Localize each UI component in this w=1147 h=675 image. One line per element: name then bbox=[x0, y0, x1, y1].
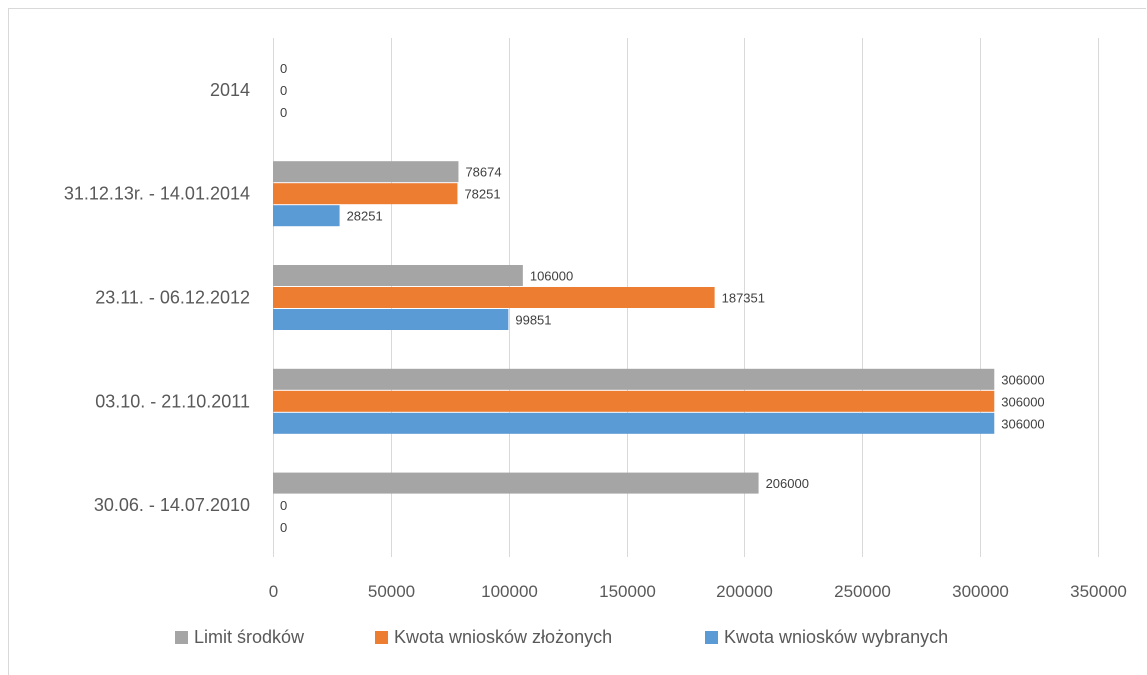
category-label: 03.10. - 21.10.2011 bbox=[95, 391, 250, 411]
data-label: 0 bbox=[280, 520, 287, 535]
legend-swatch bbox=[375, 631, 388, 644]
x-tick-label: 300000 bbox=[952, 582, 1009, 601]
x-tick-label: 200000 bbox=[716, 582, 773, 601]
data-label: 0 bbox=[280, 83, 287, 98]
data-label: 106000 bbox=[530, 269, 573, 284]
bar bbox=[273, 265, 523, 286]
data-label: 99851 bbox=[515, 313, 551, 328]
data-label: 78674 bbox=[465, 165, 501, 180]
legend-swatch bbox=[175, 631, 188, 644]
x-tick-label: 350000 bbox=[1070, 582, 1127, 601]
x-tick-label: 50000 bbox=[368, 582, 415, 601]
data-label: 306000 bbox=[1001, 372, 1044, 387]
category-label: 31.12.13r. - 14.01.2014 bbox=[64, 184, 250, 204]
bar bbox=[273, 368, 995, 390]
category-label: 23.11. - 06.12.2012 bbox=[95, 288, 250, 308]
x-tick-label: 250000 bbox=[834, 582, 891, 601]
data-label: 306000 bbox=[1001, 416, 1044, 431]
legend-label: Limit środków bbox=[194, 627, 305, 647]
data-label: 28251 bbox=[347, 209, 383, 224]
x-tick-label: 150000 bbox=[599, 582, 656, 601]
bar bbox=[273, 287, 715, 308]
data-label: 78251 bbox=[464, 187, 500, 202]
bar bbox=[273, 472, 759, 494]
category-label: 2014 bbox=[210, 80, 250, 100]
bar bbox=[273, 412, 995, 434]
bar bbox=[273, 205, 340, 227]
x-tick-label: 0 bbox=[269, 582, 278, 601]
data-label: 206000 bbox=[766, 476, 809, 491]
x-tick-label: 100000 bbox=[481, 582, 538, 601]
legend: Limit środków Kwota wniosków złożonych Kwo… bbox=[175, 627, 948, 647]
bar bbox=[273, 390, 995, 412]
bar bbox=[273, 161, 459, 183]
data-label: 0 bbox=[280, 61, 287, 76]
data-label: 0 bbox=[280, 498, 287, 513]
data-label: 306000 bbox=[1001, 394, 1044, 409]
data-label: 187351 bbox=[722, 291, 765, 306]
legend-swatch bbox=[705, 631, 718, 644]
bars bbox=[273, 161, 995, 494]
bar bbox=[273, 309, 509, 330]
category-label: 30.06. - 14.07.2010 bbox=[94, 495, 250, 515]
legend-label: Kwota wniosków złożonych bbox=[394, 627, 612, 647]
labels: 0 50000 100000 150000 200000 250000 300000 3500… bbox=[64, 61, 1127, 601]
data-label: 0 bbox=[280, 105, 287, 120]
bar bbox=[273, 183, 458, 205]
chart-frame bbox=[8, 8, 1146, 675]
legend-label: Kwota wniosków wybranych bbox=[724, 627, 948, 647]
